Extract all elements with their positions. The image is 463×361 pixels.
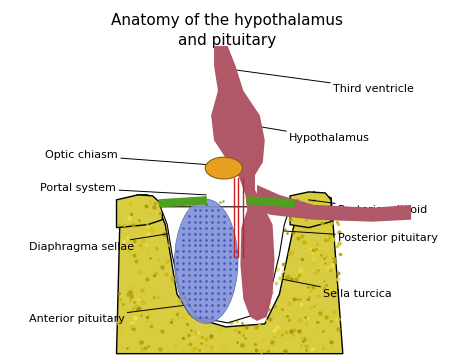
Text: Posterior pituitary: Posterior pituitary — [263, 230, 438, 243]
Polygon shape — [117, 192, 343, 354]
Polygon shape — [117, 195, 163, 228]
Ellipse shape — [205, 157, 242, 179]
Text: Sella turcica: Sella turcica — [282, 279, 392, 299]
Text: Posterior clinoid: Posterior clinoid — [309, 200, 427, 215]
Polygon shape — [159, 197, 206, 207]
Polygon shape — [257, 185, 411, 222]
Text: Third ventricle: Third ventricle — [228, 69, 414, 94]
Text: Anatomy of the hypothalamus
and pituitary: Anatomy of the hypothalamus and pituitar… — [111, 13, 343, 48]
Ellipse shape — [175, 199, 238, 323]
Polygon shape — [211, 46, 275, 321]
Polygon shape — [247, 197, 294, 207]
Polygon shape — [160, 207, 290, 323]
Text: Diaphragma sellae: Diaphragma sellae — [29, 232, 182, 252]
Text: Optic chiasm: Optic chiasm — [45, 150, 214, 165]
Text: Anterior pituitary: Anterior pituitary — [29, 304, 194, 324]
Polygon shape — [290, 192, 331, 228]
Text: Hypothalamus: Hypothalamus — [252, 125, 370, 143]
Text: Portal system: Portal system — [40, 183, 206, 195]
